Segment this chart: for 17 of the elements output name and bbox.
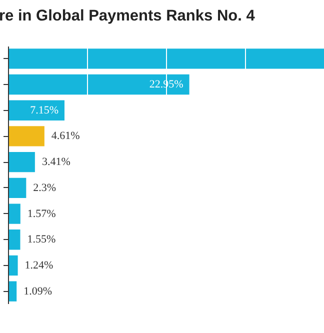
bar	[8, 152, 35, 172]
bar	[8, 48, 324, 69]
data-label: 1.24%	[24, 259, 54, 272]
data-label: 3.41%	[42, 156, 70, 168]
data-label: 4.61%	[51, 130, 80, 142]
data-label: 2.3%	[33, 182, 56, 194]
bar	[8, 178, 26, 198]
data-label: 1.09%	[24, 285, 52, 298]
bar	[8, 204, 20, 224]
data-label: 1.55%	[27, 234, 56, 246]
bar	[8, 126, 44, 146]
data-label: 7.15%	[30, 104, 58, 116]
bar	[8, 74, 190, 95]
bar	[8, 100, 64, 120]
data-label: 1.57%	[27, 208, 56, 220]
bar	[8, 255, 18, 276]
chart-title: re in Global Payments Ranks No. 4	[0, 8, 256, 24]
